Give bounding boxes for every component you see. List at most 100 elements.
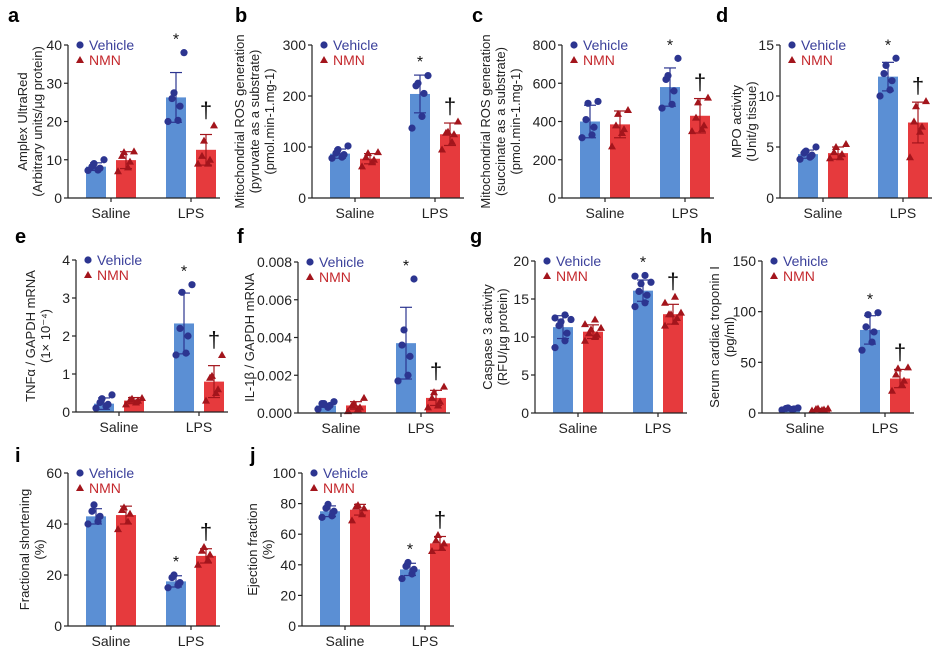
y-axis-label: Caspase 3 activity xyxy=(480,284,495,390)
data-point-nmn xyxy=(350,399,358,407)
x-tick-label: LPS xyxy=(178,205,204,221)
data-point-vehicle xyxy=(557,318,565,326)
panel-letter: j xyxy=(249,445,256,467)
data-point-nmn xyxy=(904,363,912,371)
legend-vehicle-marker-icon xyxy=(84,256,92,264)
panel-h: h Serum cardiac troponin I (pg/ml) * † 0 50 100… xyxy=(700,226,914,436)
data-point-nmn xyxy=(688,127,696,135)
data-point-nmn xyxy=(661,298,669,306)
data-point-nmn xyxy=(438,145,446,153)
bar-saline-vehicle xyxy=(86,166,106,198)
data-point-vehicle xyxy=(188,281,196,289)
y-axis-label: (%) xyxy=(260,539,275,559)
data-point-vehicle xyxy=(174,116,182,124)
y-axis-label: (pmol.min-1.mg-1) xyxy=(262,68,277,174)
bar-lps-vehicle xyxy=(633,290,653,413)
panel-letter: c xyxy=(472,5,483,27)
legend-nmn-marker-icon xyxy=(570,56,578,63)
data-point-vehicle xyxy=(334,145,342,154)
data-point-vehicle xyxy=(98,395,106,403)
data-point-vehicle xyxy=(590,123,598,131)
legend-nmn-label: NMN xyxy=(89,480,121,496)
data-point-nmn xyxy=(194,560,202,568)
data-point-vehicle xyxy=(664,72,672,80)
data-point-nmn xyxy=(661,321,669,329)
data-point-vehicle xyxy=(394,377,402,385)
y-tick-label: 150 xyxy=(733,253,757,269)
legend-nmn-label: NMN xyxy=(97,267,129,283)
y-tick-label: 60 xyxy=(280,526,296,542)
y-tick-label: 800 xyxy=(533,37,557,53)
y-tick-label: 4 xyxy=(62,252,70,268)
data-point-vehicle xyxy=(344,142,352,150)
data-point-vehicle xyxy=(870,328,878,336)
data-point-nmn xyxy=(374,148,382,156)
panel-letter: e xyxy=(15,226,26,248)
data-point-vehicle xyxy=(404,558,412,567)
x-tick-label: LPS xyxy=(178,633,204,649)
legend-vehicle-label: Vehicle xyxy=(333,37,378,53)
data-point-nmn xyxy=(450,130,458,138)
legend-vehicle-marker-icon xyxy=(543,257,551,265)
data-point-nmn xyxy=(206,550,214,558)
data-point-nmn xyxy=(587,325,595,333)
data-point-vehicle xyxy=(868,338,876,346)
y-tick-label: 40 xyxy=(46,516,62,532)
data-point-nmn xyxy=(218,351,226,358)
data-point-vehicle xyxy=(410,275,418,283)
data-point-nmn xyxy=(360,393,368,401)
legend-vehicle-marker-icon xyxy=(76,41,84,49)
y-tick-label: 3 xyxy=(62,290,70,306)
data-point-vehicle xyxy=(658,104,666,112)
dagger-annotation: † xyxy=(430,359,442,384)
data-point-vehicle xyxy=(180,49,188,57)
data-point-nmn xyxy=(906,153,914,161)
y-tick-label: 0 xyxy=(62,404,70,420)
bar-saline-nmn xyxy=(583,331,603,413)
x-tick-label: LPS xyxy=(412,633,438,649)
x-tick-label: LPS xyxy=(422,205,448,221)
dagger-annotation: † xyxy=(200,519,212,544)
data-point-nmn xyxy=(204,555,212,563)
significance-asterisk: * xyxy=(407,542,413,559)
data-point-vehicle xyxy=(84,520,92,528)
data-point-nmn xyxy=(358,162,366,170)
data-point-nmn xyxy=(194,159,202,167)
x-tick-label: LPS xyxy=(872,420,898,436)
legend-vehicle-label: Vehicle xyxy=(556,253,601,269)
data-point-vehicle xyxy=(340,151,348,159)
y-axis-label: IL-1β / GAPDH mRNA xyxy=(242,273,257,402)
y-tick-label: 60 xyxy=(46,465,62,481)
data-point-vehicle xyxy=(880,69,888,78)
data-point-vehicle xyxy=(398,341,406,349)
data-point-vehicle xyxy=(892,54,900,62)
data-point-vehicle xyxy=(582,115,590,124)
bar-lps-vehicle xyxy=(174,323,194,412)
data-point-nmn xyxy=(618,128,626,136)
data-point-nmn xyxy=(454,117,462,125)
panel-b: b Mitochondrial ROS generation (pyruvate a… xyxy=(232,5,464,221)
data-point-vehicle xyxy=(567,315,575,324)
x-tick-label: Saline xyxy=(559,420,598,436)
data-point-nmn xyxy=(436,397,444,405)
data-point-nmn xyxy=(838,150,846,158)
legend-nmn-label: NMN xyxy=(319,269,351,285)
bar-saline-nmn xyxy=(350,509,370,626)
dagger-annotation: † xyxy=(444,94,456,119)
data-point-nmn xyxy=(358,510,366,518)
bar-saline-vehicle xyxy=(330,153,350,198)
dagger-annotation: † xyxy=(434,507,446,532)
x-tick-label: Saline xyxy=(804,205,843,221)
legend-nmn-label: NMN xyxy=(89,52,121,68)
data-point-nmn xyxy=(671,317,679,325)
data-point-vehicle xyxy=(420,89,428,98)
significance-asterisk: * xyxy=(403,258,409,275)
legend-vehicle-label: Vehicle xyxy=(783,253,828,269)
data-point-nmn xyxy=(692,113,700,121)
data-point-nmn xyxy=(918,122,926,130)
data-point-vehicle xyxy=(886,86,894,94)
legend-vehicle-marker-icon xyxy=(320,41,328,49)
dagger-annotation: † xyxy=(200,97,212,122)
data-point-nmn xyxy=(124,163,132,171)
